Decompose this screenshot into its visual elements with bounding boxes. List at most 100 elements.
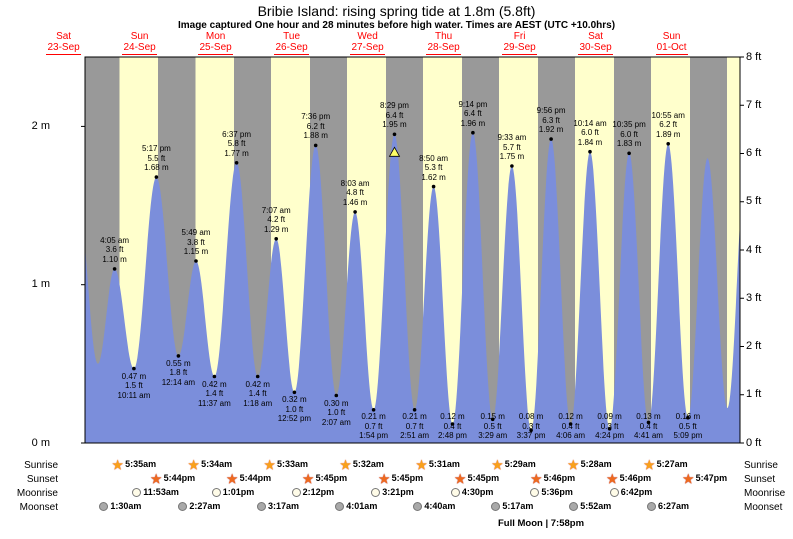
tide-event-dot — [646, 420, 651, 425]
low-tide-annotation: 0.09 m 0.3 ft 4:24 pm — [579, 412, 641, 441]
tide-event-dot — [490, 417, 495, 422]
annotation-line: 0.13 m — [636, 412, 661, 421]
tide-event-dot — [334, 393, 339, 398]
moonrise-row-label-left: Moonrise — [16, 488, 58, 499]
tide-event-dot — [568, 422, 573, 426]
annotation-line: 0.12 m — [558, 412, 583, 421]
day-label-date: 01-Oct — [655, 42, 688, 55]
annotation-line: 1.46 m — [342, 197, 368, 207]
low-tide-annotation: 0.42 m 1.4 ft 11:37 am — [183, 380, 245, 409]
moonset-icon — [335, 502, 345, 512]
moonset-entry: 2:27am — [178, 501, 220, 512]
sunrise-time: 5:28am — [580, 459, 612, 469]
annotation-line: 4:24 pm — [595, 431, 625, 440]
moonset-entry: 5:17am — [491, 501, 533, 512]
tide-event-dot — [274, 237, 279, 241]
full-moon-note: Full Moon | 7:58pm — [497, 518, 585, 529]
moonset-time: 1:30am — [110, 501, 142, 511]
tide-event-dot — [549, 137, 553, 141]
sunrise-entry: ★ 5:28am — [568, 459, 612, 471]
high-tide-annotation: 5:17 pm 5.5 ft 1.68 m — [125, 144, 187, 173]
annotation-line: 0.42 m — [245, 379, 270, 389]
annotation-line: 1.75 m — [499, 152, 525, 161]
moonset-time: 4:40am — [424, 501, 456, 511]
annotation-line: 1.95 m — [382, 120, 407, 130]
annotation-line: 0.12 m — [440, 412, 465, 421]
sunset-entry: ★ 5:45pm — [455, 473, 499, 485]
tide-event-dot — [627, 151, 631, 156]
annotation-line: 6.4 ft — [385, 110, 404, 120]
annotation-line: 9:14 pm — [458, 99, 488, 109]
tide-event-dot — [607, 427, 612, 431]
annotation-line: 10:14 am — [573, 118, 607, 128]
moonset-entry: 1:30am — [99, 501, 141, 512]
day-label-weekday: Sat — [56, 31, 72, 42]
moonrise-entry: 6:42pm — [609, 487, 653, 498]
annotation-line: 8:03 am — [340, 178, 370, 188]
moonrise-icon — [450, 488, 460, 498]
tide-event-dot — [212, 374, 217, 379]
sunrise-entry: ★ 5:34am — [188, 459, 232, 471]
annotation-line: 1.5 ft — [124, 381, 143, 391]
annotation-line: 1:54 pm — [359, 431, 389, 440]
day-label-date: 24-Sep — [122, 42, 157, 55]
high-tide-annotation: 8:03 am 4.8 ft 1.46 m — [324, 179, 386, 208]
high-tide-annotation: 10:35 pm 6.0 ft 1.83 m — [598, 120, 660, 149]
day-label-date: 25-Sep — [198, 42, 233, 55]
sunrise-time: 5:27am — [656, 459, 688, 469]
tide-event-dot — [510, 164, 514, 168]
sunrise-entry: ★ 5:32am — [340, 459, 384, 471]
moonrise-time: 6:42pm — [620, 487, 653, 497]
annotation-line: 5:09 pm — [673, 431, 703, 440]
sunset-time: 5:47pm — [695, 473, 728, 483]
sunset-time: 5:46pm — [619, 473, 652, 483]
day-label-date-row: 01-Oct — [634, 42, 710, 55]
annotation-line: 0.5 ft — [483, 421, 502, 431]
day-label-weekday: Tue — [283, 31, 301, 42]
moonset-icon — [99, 502, 109, 512]
high-tide-annotation: 10:14 am 6.0 ft 1.84 m — [559, 119, 621, 148]
low-tide-annotation: 0.08 m 0.3 ft 3:37 pm — [500, 412, 562, 441]
tide-event-dot — [132, 366, 136, 371]
sunset-time: 5:44pm — [163, 473, 196, 483]
day-label: Thu 28-Sep — [406, 31, 482, 55]
high-tide-annotation: 10:55 am 6.2 ft 1.89 m — [637, 111, 699, 140]
sunset-time: 5:44pm — [239, 473, 272, 483]
y-axis-label-right: 2 ft — [746, 340, 762, 352]
annotation-line: 10:11 am — [117, 390, 151, 400]
moonset-time: 5:52am — [580, 501, 612, 511]
annotation-line: 4:06 am — [556, 431, 586, 440]
day-label-date: 29-Sep — [502, 42, 537, 55]
annotation-line: 1.89 m — [655, 129, 681, 139]
day-label-weekday: Sun — [662, 31, 681, 42]
annotation-line: 0.30 m — [324, 398, 349, 408]
tide-curve — [85, 132, 740, 443]
annotation-line: 0.4 ft — [561, 421, 580, 431]
sunrise-row-label-right: Sunrise — [744, 460, 778, 471]
day-label-weekday: Fri — [513, 31, 526, 42]
sunrise-entry: ★ 5:31am — [416, 459, 460, 471]
annotation-line: 0.21 m — [361, 412, 386, 421]
day-label: Tue 26-Sep — [254, 31, 330, 55]
moonrise-icon — [291, 488, 301, 498]
high-tide-annotation: 6:37 pm 5.8 ft 1.77 m — [206, 130, 268, 159]
moonset-icon — [491, 502, 501, 512]
day-label-date: 23-Sep — [46, 42, 81, 55]
annotation-line: 3:29 am — [478, 431, 508, 440]
annotation-line: 1.77 m — [224, 148, 249, 158]
annotation-line: 0.4 ft — [639, 421, 658, 431]
annotation-line: 4:41 am — [634, 431, 663, 440]
low-tide-annotation: 0.42 m 1.4 ft 1:18 am — [227, 380, 289, 409]
annotation-line: 5.7 ft — [502, 142, 521, 152]
annotation-line: 5:49 am — [181, 228, 211, 237]
sunset-time: 5:45pm — [315, 473, 348, 483]
capture-marker-triangle — [388, 146, 401, 157]
high-tide-annotation: 5:49 am 3.8 ft 1.15 m — [165, 228, 227, 257]
low-tide-annotation: 0.47 m 1.5 ft 10:11 am — [103, 372, 165, 401]
day-label: Mon 25-Sep — [178, 31, 254, 55]
annotation-line: 0.3 ft — [522, 421, 540, 431]
day-label: Sat 30-Sep — [558, 31, 634, 55]
day-label-weekday: Sat — [588, 31, 604, 42]
